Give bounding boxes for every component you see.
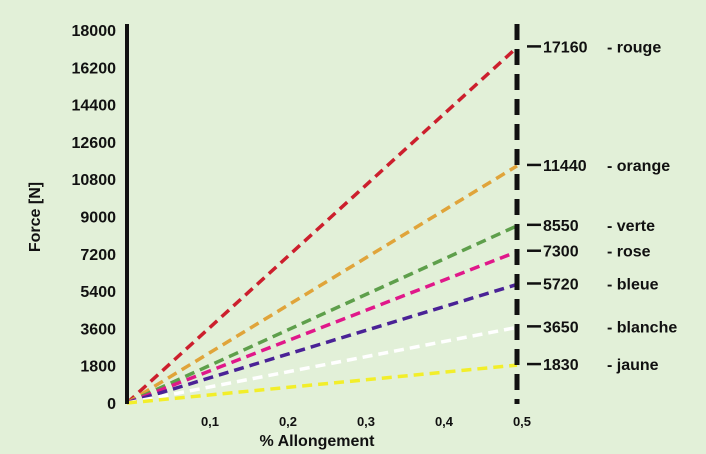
end-value-rose: 7300	[543, 244, 579, 261]
y-tick-label-9000: 9000	[80, 210, 116, 227]
series-line-jaune	[126, 363, 518, 405]
y-tick-label-12600: 12600	[72, 135, 117, 152]
series-label-bleue: - bleue	[607, 276, 659, 293]
y-tick-labels: 0 1800 3600 5400 7200 9000 10800 12600 14400 1620…	[72, 23, 117, 413]
series-line-bleue	[126, 282, 518, 405]
series-line-blanche	[126, 325, 518, 405]
x-axis-title: % Allongement	[260, 433, 376, 450]
end-value-bleue: 5720	[543, 276, 579, 293]
y-axis-title: Force [N]	[27, 182, 44, 252]
x-tick-label-0-3: 0,3	[357, 414, 375, 429]
end-value-blanche: 3650	[543, 319, 579, 336]
end-value-jaune: 1830	[543, 357, 579, 374]
end-value-verte: 8550	[543, 218, 579, 235]
y-tick-label-16200: 16200	[72, 60, 117, 77]
y-tick-label-10800: 10800	[72, 172, 117, 189]
x-tick-labels: 0,1 0,2 0,3 0,4 0,5	[201, 414, 531, 429]
series-label-verte: - verte	[607, 218, 655, 235]
series-label-rose: - rose	[607, 244, 651, 261]
end-value-orange: 11440	[543, 158, 587, 175]
series-line-verte	[126, 224, 518, 405]
x-tick-label-0-1: 0,1	[201, 414, 219, 429]
series-label-orange: - orange	[607, 158, 670, 175]
y-tick-label-0: 0	[107, 396, 116, 413]
x-tick-label-0-5: 0,5	[513, 414, 531, 429]
x-tick-label-0-2: 0,2	[279, 414, 297, 429]
y-tick-label-5400: 5400	[80, 284, 116, 301]
y-tick-label-1800: 1800	[80, 359, 116, 376]
series-line-rouge	[125, 46, 519, 405]
series-line-orange	[126, 164, 518, 405]
series-label-blanche: - blanche	[607, 319, 677, 336]
series-lines	[125, 46, 519, 405]
series-line-rose	[126, 250, 518, 405]
y-tick-label-3600: 3600	[80, 321, 116, 338]
series-label-rouge: - rouge	[607, 39, 661, 56]
y-tick-label-14400: 14400	[72, 98, 117, 115]
series-end-labels: 17160 - rouge 11440 - orange 8550 - verte 7300…	[527, 39, 677, 374]
end-value-rouge: 17160	[543, 39, 588, 56]
x-tick-label-0-4: 0,4	[435, 414, 454, 429]
series-label-jaune: - jaune	[607, 357, 659, 374]
y-tick-label-7200: 7200	[80, 247, 116, 264]
y-tick-label-18000: 18000	[72, 23, 117, 40]
